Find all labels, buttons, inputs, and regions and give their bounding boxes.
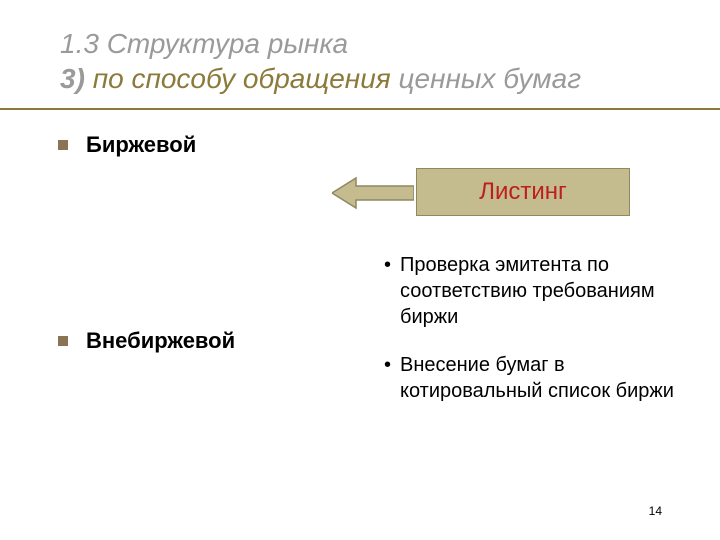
list-item-label: Внесение бумаг в котировальный список би… [400,354,674,402]
list-item-label: Биржевой [86,132,196,157]
arrow-left-icon [332,176,414,210]
listing-badge: Листинг [416,168,630,216]
list-item-label: Внебиржевой [86,328,235,353]
list-item: Проверка эмитента по соответствию требов… [384,252,684,330]
list-item-label: Проверка эмитента по соответствию требов… [400,254,655,328]
square-bullet-icon [58,336,68,346]
title-block: 1.3 Структура рынка 3) по способу обраще… [60,26,672,96]
title-line-1: 1.3 Структура рынка [60,26,672,61]
title-line-2: 3) по способу обращения ценных бумаг [60,61,672,96]
right-list: Проверка эмитента по соответствию требов… [384,252,684,426]
horizontal-rule [0,108,720,110]
square-bullet-icon [58,140,68,150]
badge-block: Листинг [416,168,630,216]
list-item: Внесение бумаг в котировальный список би… [384,352,684,404]
title-colored: по способу обращения [93,63,391,94]
list-item: Биржевой [86,132,366,158]
title-number: 3) [60,63,85,94]
badge-text: Листинг [479,178,567,206]
page-number: 14 [649,504,662,518]
title-rest: ценных бумаг [399,63,582,94]
left-list: Биржевой Внебиржевой [86,132,366,524]
slide: 1.3 Структура рынка 3) по способу обраще… [0,0,720,540]
list-item: Внебиржевой [86,328,366,354]
